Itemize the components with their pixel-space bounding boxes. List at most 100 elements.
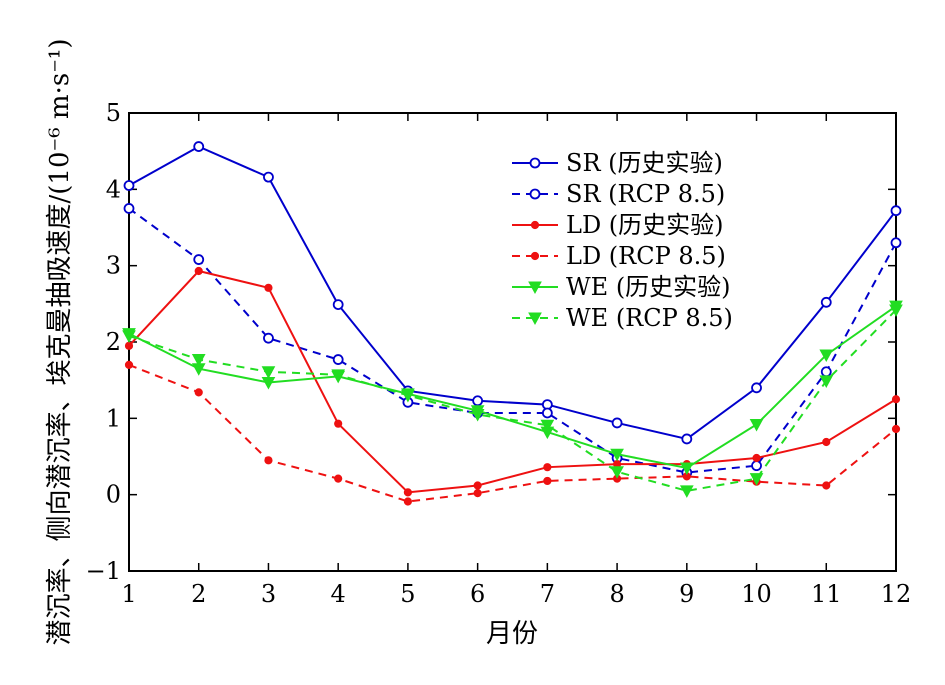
data-point	[334, 419, 343, 428]
y-tick-label: 4	[106, 175, 121, 203]
data-point	[403, 497, 413, 506]
x-tick-label: 11	[811, 580, 842, 608]
data-point	[679, 462, 694, 475]
series-line	[128, 309, 897, 492]
data-point	[401, 389, 415, 403]
legend-marker	[528, 281, 542, 295]
legend-label: LD (历史实验)	[566, 211, 724, 239]
series-3	[124, 360, 901, 506]
data-point	[891, 424, 901, 434]
y-tick-label: 5	[106, 99, 121, 127]
data-point	[332, 299, 344, 310]
x-tick-label: 9	[679, 580, 694, 608]
series-line	[128, 207, 897, 474]
data-point	[611, 417, 623, 429]
data-point	[749, 418, 764, 432]
legend-marker	[530, 251, 540, 261]
data-point	[123, 203, 135, 214]
data-point	[473, 481, 482, 490]
data-point	[749, 473, 764, 486]
series-line	[128, 305, 897, 470]
data-point	[610, 448, 624, 462]
x-tick-label: 7	[540, 580, 555, 608]
data-point	[819, 375, 834, 388]
legend-label: WE (RCP 8.5)	[566, 304, 733, 332]
legend-entry: SR (历史实验)	[512, 149, 723, 177]
data-point	[751, 460, 762, 472]
series-line	[128, 363, 897, 503]
x-tick-label: 12	[881, 580, 912, 608]
data-point	[819, 349, 834, 363]
data-point	[331, 369, 346, 382]
data-point	[543, 476, 552, 486]
data-point	[890, 205, 902, 217]
data-point	[470, 409, 485, 422]
x-tick-label: 8	[609, 580, 624, 608]
data-point	[264, 283, 273, 292]
data-point	[891, 395, 901, 404]
y-tick-label: 2	[106, 328, 121, 356]
legend-marker	[530, 220, 540, 230]
data-point	[822, 481, 831, 490]
data-point	[889, 304, 903, 317]
y-tick-label: 0	[106, 481, 121, 509]
data-point	[751, 382, 762, 394]
data-point	[124, 341, 134, 350]
legend-label: SR (历史实验)	[566, 149, 723, 177]
data-point	[264, 456, 273, 465]
series-layer	[122, 141, 903, 506]
data-point	[334, 474, 343, 483]
data-point	[822, 437, 831, 447]
y-axis-title: 潜沉率、侧向潜沉率、埃克曼抽吸速度/(10⁻⁶ m·s⁻¹)	[45, 39, 75, 646]
y-tick-label: −1	[86, 557, 121, 585]
data-point	[263, 332, 274, 344]
data-point	[610, 466, 624, 479]
legend-marker	[529, 157, 541, 169]
legend-marker	[528, 312, 542, 326]
legend-entry: WE (RCP 8.5)	[512, 304, 733, 332]
data-point	[890, 237, 902, 249]
data-point	[193, 141, 205, 152]
data-point	[263, 171, 274, 183]
legend-label: LD (RCP 8.5)	[566, 242, 726, 270]
series-0	[123, 141, 902, 445]
data-point	[752, 453, 761, 463]
legend-entry: SR (RCP 8.5)	[512, 180, 725, 208]
x-tick-label: 5	[400, 580, 415, 608]
data-point	[193, 254, 205, 265]
x-axis-title: 月份	[486, 619, 538, 649]
data-point	[681, 433, 693, 445]
data-point	[122, 330, 136, 343]
series-line	[128, 145, 897, 441]
plot-area-frame	[128, 112, 897, 572]
y-tick-label: 3	[106, 252, 121, 280]
data-point	[820, 296, 832, 308]
data-point	[261, 366, 276, 379]
data-point	[472, 395, 484, 407]
legend: SR (历史实验) SR (RCP 8.5) LD (历史实验) LD (RCP 8.…	[512, 149, 733, 332]
series-4	[122, 300, 903, 475]
legend-label: SR (RCP 8.5)	[566, 180, 725, 208]
data-point	[543, 463, 552, 472]
x-tick-label: 2	[191, 580, 206, 608]
series-5	[122, 304, 903, 498]
data-point	[123, 180, 135, 191]
y-tick-label: 1	[106, 404, 121, 432]
x-tick-label: 1	[121, 580, 136, 608]
data-point	[820, 366, 832, 378]
data-point	[540, 419, 555, 433]
series-1	[123, 203, 902, 478]
x-tick-label: 6	[470, 580, 485, 608]
data-point	[473, 489, 482, 498]
x-tick-label: 10	[741, 580, 772, 608]
data-point	[191, 354, 206, 367]
legend-entry: LD (历史实验)	[512, 211, 724, 239]
data-point	[194, 388, 203, 397]
legend-marker	[529, 188, 541, 200]
data-point	[194, 266, 203, 276]
data-point	[541, 407, 553, 419]
data-point	[332, 354, 344, 365]
x-tick-label: 4	[331, 580, 346, 608]
